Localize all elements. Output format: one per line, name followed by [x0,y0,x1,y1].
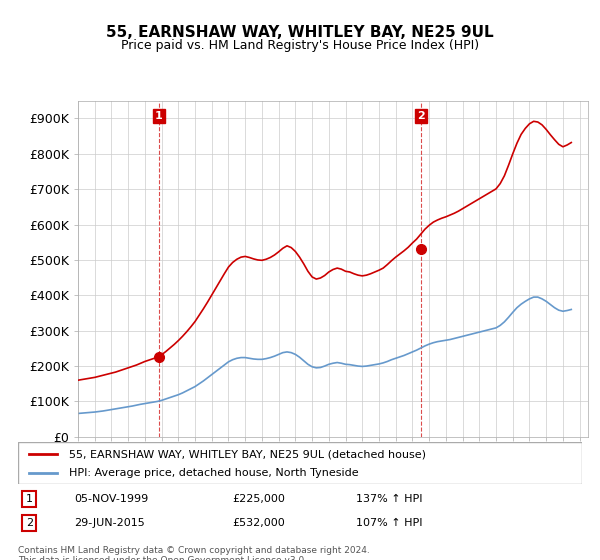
Text: 55, EARNSHAW WAY, WHITLEY BAY, NE25 9UL (detached house): 55, EARNSHAW WAY, WHITLEY BAY, NE25 9UL … [69,449,426,459]
Text: HPI: Average price, detached house, North Tyneside: HPI: Average price, detached house, Nort… [69,468,358,478]
Text: 137% ↑ HPI: 137% ↑ HPI [356,494,423,504]
FancyBboxPatch shape [18,442,582,484]
Text: 05-NOV-1999: 05-NOV-1999 [74,494,149,504]
Text: 1: 1 [155,111,163,121]
Text: 2: 2 [26,518,33,528]
Text: 55, EARNSHAW WAY, WHITLEY BAY, NE25 9UL: 55, EARNSHAW WAY, WHITLEY BAY, NE25 9UL [106,25,494,40]
Text: 1: 1 [26,494,33,504]
Text: £532,000: £532,000 [232,518,285,528]
Text: Price paid vs. HM Land Registry's House Price Index (HPI): Price paid vs. HM Land Registry's House … [121,39,479,52]
Text: 2: 2 [417,111,424,121]
Text: £225,000: £225,000 [232,494,285,504]
Text: 29-JUN-2015: 29-JUN-2015 [74,518,145,528]
Text: Contains HM Land Registry data © Crown copyright and database right 2024.
This d: Contains HM Land Registry data © Crown c… [18,546,370,560]
Text: 107% ↑ HPI: 107% ↑ HPI [356,518,423,528]
